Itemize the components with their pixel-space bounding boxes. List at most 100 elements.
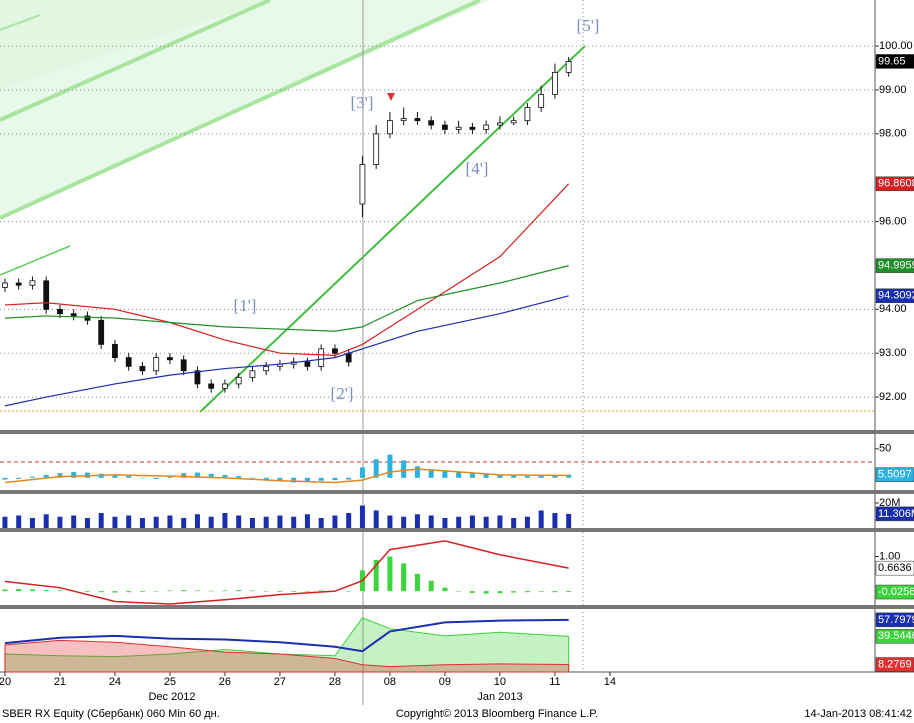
histogram-bar (194, 514, 200, 528)
histogram-bar (112, 591, 118, 593)
histogram-bar (483, 591, 489, 594)
moving-average (4, 295, 569, 407)
x-tick-label: 20 (0, 676, 11, 688)
y-tick-label: 92.00 (879, 391, 907, 403)
histogram-bar (414, 573, 420, 592)
y-tick-label: 93.00 (879, 347, 907, 359)
histogram-bar (126, 591, 132, 593)
candle-body (332, 348, 338, 354)
candle-body (552, 71, 558, 95)
histogram-bar (236, 515, 242, 528)
value-tag-label: 0.6636 (878, 562, 912, 574)
candle-body (400, 118, 407, 122)
y-tick-label: 98.00 (879, 128, 907, 140)
histogram-bar (263, 516, 269, 528)
wave-label: [4'] (466, 159, 489, 178)
candle-body (167, 357, 173, 361)
histogram-bar (332, 477, 338, 481)
histogram-bar (387, 556, 393, 592)
candle-body (373, 133, 380, 165)
x-tick-label: 28 (329, 676, 341, 688)
value-tag (875, 584, 914, 600)
histogram-bar (29, 476, 35, 478)
histogram-bar (483, 474, 489, 478)
histogram-bar (511, 591, 517, 593)
candle-body (497, 122, 503, 126)
histogram-bar (194, 472, 200, 478)
histogram-bar (428, 580, 434, 592)
candle-body (139, 365, 146, 372)
month-label: Jan 2013 (477, 691, 522, 703)
value-tag-label: 5.5097 (878, 469, 912, 481)
histogram-bar (318, 590, 324, 592)
histogram-bar (71, 472, 77, 478)
histogram-bar (552, 591, 558, 593)
histogram-bar (249, 590, 255, 592)
histogram-bar (469, 515, 475, 528)
x-tick-label: 26 (219, 676, 231, 688)
histogram-bar (456, 591, 462, 592)
candle-body (359, 164, 366, 205)
footer-right: 14-Jan-2013 08:41:42 (804, 708, 912, 720)
histogram-bar (346, 477, 352, 480)
candle-body (84, 315, 91, 321)
histogram-bar (304, 514, 310, 528)
candle-body (98, 319, 105, 345)
candle-body (414, 118, 421, 122)
histogram-bar (277, 515, 283, 528)
indicator-area (4, 639, 570, 673)
histogram-bar (139, 591, 145, 592)
histogram-bar (524, 516, 530, 528)
histogram-bar (538, 476, 544, 478)
y-tick-label: 50 (879, 443, 891, 455)
histogram-bar (153, 477, 159, 479)
histogram-bar (346, 513, 352, 528)
histogram-bar (208, 590, 214, 592)
histogram-bar (456, 472, 462, 478)
wave-label: [1'] (234, 296, 257, 315)
candle-body (387, 120, 393, 135)
histogram-bar (249, 518, 255, 528)
histogram-bar (497, 474, 503, 478)
histogram-bar (139, 477, 145, 479)
value-tag (875, 612, 914, 628)
histogram-bar (291, 516, 297, 528)
histogram-bar (126, 515, 132, 528)
candle-body (2, 282, 8, 288)
histogram-bar (566, 513, 572, 528)
value-tag (875, 467, 914, 482)
value-tag-label: 8.2769 (878, 658, 912, 670)
histogram-bar (318, 477, 324, 481)
footer-center: Copyright© 2013 Bloomberg Finance L.P. (396, 708, 598, 720)
histogram-bar (428, 469, 434, 478)
histogram-bar (456, 516, 462, 528)
histogram-bar (153, 591, 159, 592)
y-tick-label: 96.00 (879, 215, 907, 227)
histogram-bar (552, 475, 558, 478)
y-tick-label: 94.00 (879, 303, 907, 315)
x-tick-label: 10 (494, 676, 506, 688)
histogram-bar (98, 591, 104, 593)
candle-body (125, 357, 132, 367)
histogram-bar (566, 591, 572, 593)
histogram-bar (2, 477, 8, 480)
histogram-bar (387, 454, 393, 478)
histogram-bar (112, 474, 118, 478)
moving-average (4, 183, 570, 357)
histogram-bar (43, 514, 49, 528)
candle-body (194, 370, 201, 385)
histogram-bar (29, 518, 35, 528)
histogram-bar (84, 518, 90, 528)
histogram-bar (428, 515, 434, 528)
histogram-bar (2, 589, 8, 592)
histogram-bar (552, 513, 558, 528)
value-tag (875, 629, 914, 644)
value-tag-label: 39.5446 (878, 630, 914, 642)
histogram-bar (222, 513, 228, 528)
histogram-bar (483, 516, 489, 528)
histogram-bar (208, 516, 214, 528)
value-tag (875, 258, 914, 273)
candle-body (304, 361, 311, 367)
histogram-bar (538, 591, 544, 592)
